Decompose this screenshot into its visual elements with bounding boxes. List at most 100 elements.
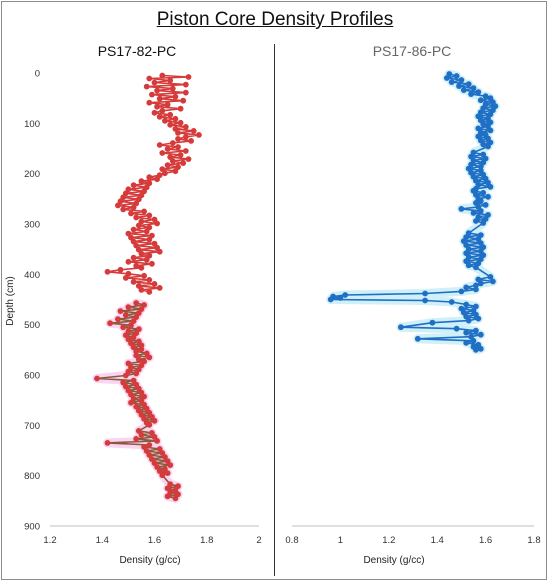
data-point bbox=[146, 442, 153, 448]
data-point bbox=[465, 317, 472, 324]
data-point bbox=[156, 142, 163, 148]
data-point bbox=[154, 103, 161, 110]
data-point bbox=[182, 89, 189, 96]
data-point bbox=[94, 375, 100, 382]
data-point bbox=[122, 372, 129, 379]
data-point bbox=[453, 325, 460, 332]
data-point bbox=[146, 354, 153, 361]
data-point bbox=[169, 85, 176, 92]
y-axis-label-ps17-82: Depth (cm) bbox=[5, 276, 16, 325]
series-highlight bbox=[326, 69, 500, 355]
data-point bbox=[463, 284, 470, 291]
data-point bbox=[156, 248, 163, 255]
data-point bbox=[117, 308, 124, 314]
x-tick-label: 1.4 bbox=[431, 535, 444, 546]
data-point bbox=[154, 176, 161, 183]
x-tick-label: 1.6 bbox=[479, 535, 492, 546]
data-point bbox=[167, 111, 174, 118]
data-point bbox=[167, 462, 174, 468]
data-point bbox=[146, 212, 153, 219]
data-point bbox=[477, 331, 484, 338]
x-tick-label: 1.8 bbox=[200, 535, 213, 546]
data-point bbox=[175, 136, 181, 142]
data-point bbox=[196, 132, 202, 138]
data-point bbox=[141, 208, 148, 215]
y-tick-label: 100 bbox=[24, 119, 40, 130]
data-point bbox=[135, 356, 142, 363]
density-chart-ps17-82: PS17-82-PC Density (g/cc) Depth (cm) 1.2… bbox=[5, 43, 262, 566]
data-point bbox=[159, 72, 166, 79]
data-point bbox=[177, 105, 184, 112]
data-point bbox=[104, 268, 111, 275]
data-point bbox=[143, 256, 150, 263]
data-point bbox=[475, 89, 482, 95]
data-point bbox=[422, 290, 428, 297]
data-point bbox=[465, 262, 472, 269]
y-tick-label: 400 bbox=[24, 270, 40, 281]
data-point bbox=[164, 470, 171, 476]
data-point bbox=[149, 91, 155, 98]
data-point bbox=[487, 183, 494, 190]
data-point bbox=[477, 280, 484, 287]
data-point bbox=[128, 322, 134, 329]
data-point bbox=[120, 206, 127, 213]
x-tick-label: 2 bbox=[256, 535, 261, 546]
data-point bbox=[167, 121, 174, 128]
chart-title-ps17-86: PS17-86-PC bbox=[373, 43, 452, 59]
data-point bbox=[143, 228, 150, 235]
data-point bbox=[477, 345, 484, 352]
data-point bbox=[480, 189, 487, 196]
data-point bbox=[482, 93, 489, 100]
data-point bbox=[327, 296, 334, 303]
data-point bbox=[169, 140, 176, 146]
data-point bbox=[473, 286, 479, 293]
data-point bbox=[473, 264, 479, 271]
panel-divider bbox=[274, 44, 275, 576]
data-point bbox=[175, 130, 181, 136]
data-point bbox=[182, 134, 189, 140]
data-point bbox=[130, 279, 137, 285]
data-point bbox=[130, 254, 137, 261]
x-axis-label-ps17-82: Density (g/cc) bbox=[119, 555, 180, 566]
data-point bbox=[162, 170, 168, 177]
data-point bbox=[172, 168, 179, 175]
data-point bbox=[185, 74, 192, 80]
data-point bbox=[141, 393, 148, 400]
y-tick-label: 600 bbox=[24, 371, 40, 382]
y-tick-label: 0 bbox=[35, 69, 40, 80]
data-point bbox=[456, 83, 462, 89]
data-point bbox=[104, 440, 111, 446]
data-point bbox=[458, 77, 465, 83]
data-point bbox=[164, 162, 171, 169]
y-tick-label: 800 bbox=[24, 471, 40, 482]
data-point bbox=[130, 182, 137, 189]
data-point bbox=[115, 202, 121, 209]
data-point bbox=[130, 226, 137, 233]
x-tick-label: 1 bbox=[338, 535, 343, 546]
y-tick-label: 300 bbox=[24, 220, 40, 231]
data-point bbox=[463, 339, 470, 346]
data-point bbox=[138, 250, 145, 257]
data-point bbox=[169, 158, 176, 165]
data-point bbox=[475, 315, 482, 322]
data-point bbox=[120, 324, 127, 331]
data-point bbox=[167, 77, 174, 84]
data-point bbox=[172, 495, 179, 502]
data-point bbox=[470, 337, 477, 344]
data-point bbox=[180, 97, 187, 104]
data-point bbox=[188, 138, 195, 144]
data-point bbox=[463, 301, 470, 308]
data-point bbox=[480, 141, 487, 148]
data-point bbox=[162, 454, 168, 460]
y-tick-label: 700 bbox=[24, 421, 40, 432]
data-point bbox=[138, 178, 145, 185]
data-point bbox=[159, 150, 166, 156]
data-point bbox=[190, 127, 197, 134]
data-point bbox=[107, 320, 113, 327]
x-tick-label: 1.4 bbox=[96, 535, 109, 546]
data-point bbox=[468, 91, 474, 97]
data-point bbox=[473, 282, 479, 289]
data-point bbox=[138, 432, 145, 438]
data-point bbox=[444, 75, 450, 81]
